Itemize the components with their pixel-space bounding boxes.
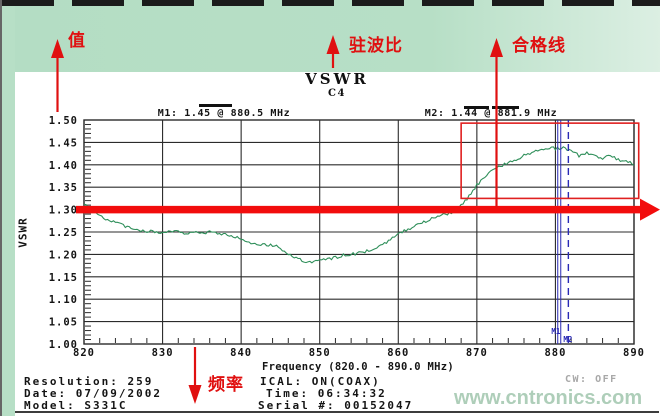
svg-text:870: 870 [466, 347, 488, 359]
footer-model: Model: S331C [24, 399, 128, 412]
vswr-trace [83, 146, 635, 264]
footer-resolution: Resolution: 259 [24, 375, 154, 388]
screen-bottom-border [15, 411, 659, 413]
svg-text:840: 840 [230, 347, 252, 359]
svg-text:1.10: 1.10 [49, 294, 78, 306]
annotation-frequency-label: 频率 [208, 375, 244, 395]
footer-serial: Serial #: 00152047 [258, 399, 414, 412]
svg-text:1.45: 1.45 [49, 137, 78, 149]
svg-text:830: 830 [152, 347, 174, 359]
plot-tick-labels: 820 830 840 850 860 870 880 890 1.00 1.05 1.10 1.15… [49, 115, 645, 359]
marker-readout-bars [199, 104, 519, 109]
red-annotations [51, 35, 660, 404]
svg-text:850: 850 [309, 347, 331, 359]
svg-text:890: 890 [623, 347, 645, 359]
svg-text:820: 820 [73, 347, 95, 359]
left-background-strip [2, 0, 15, 416]
svg-text:M2: M2 [563, 335, 572, 344]
svg-text:1.00: 1.00 [49, 339, 78, 351]
cw-status: CW: OFF [565, 374, 618, 385]
svg-text:1.30: 1.30 [49, 205, 78, 217]
plot-gridlines [83, 119, 635, 345]
svg-text:880: 880 [544, 347, 566, 359]
annotation-value-label: 值 [68, 31, 86, 51]
svg-text:1.25: 1.25 [49, 227, 78, 239]
footer-time: Time: 06:34:32 [266, 387, 387, 400]
chart-channel-label: C4 [328, 88, 346, 99]
svg-text:1.40: 1.40 [49, 160, 78, 172]
svg-text:1.15: 1.15 [49, 272, 78, 284]
window-top-border [2, 0, 660, 6]
header-background-band [2, 0, 660, 72]
annotation-vswr-label: 驻波比 [349, 36, 403, 56]
svg-text:1.35: 1.35 [49, 182, 78, 194]
marker2-readout: M2: 1.44 @ 881.9 MHz [424, 108, 558, 119]
chart-title: VSWR [305, 70, 369, 88]
svg-text:1.20: 1.20 [49, 249, 78, 261]
svg-text:1.05: 1.05 [49, 317, 78, 329]
x-axis-title: Frequency (820.0 - 890.0 MHz) [261, 361, 455, 373]
svg-text:860: 860 [387, 347, 409, 359]
annotation-pass-line-label: 合格线 [512, 36, 566, 56]
svg-text:M1: M1 [551, 327, 561, 336]
plot-minor-ticks [85, 123, 619, 343]
watermark: www.cntronics.com [454, 387, 643, 409]
svg-text:1.50: 1.50 [49, 115, 78, 127]
marker1-readout: M1: 1.45 @ 880.5 MHz [157, 108, 291, 119]
footer-ical: ICAL: ON(COAX) [260, 375, 381, 388]
footer-date: Date: 07/09/2002 [24, 387, 162, 400]
